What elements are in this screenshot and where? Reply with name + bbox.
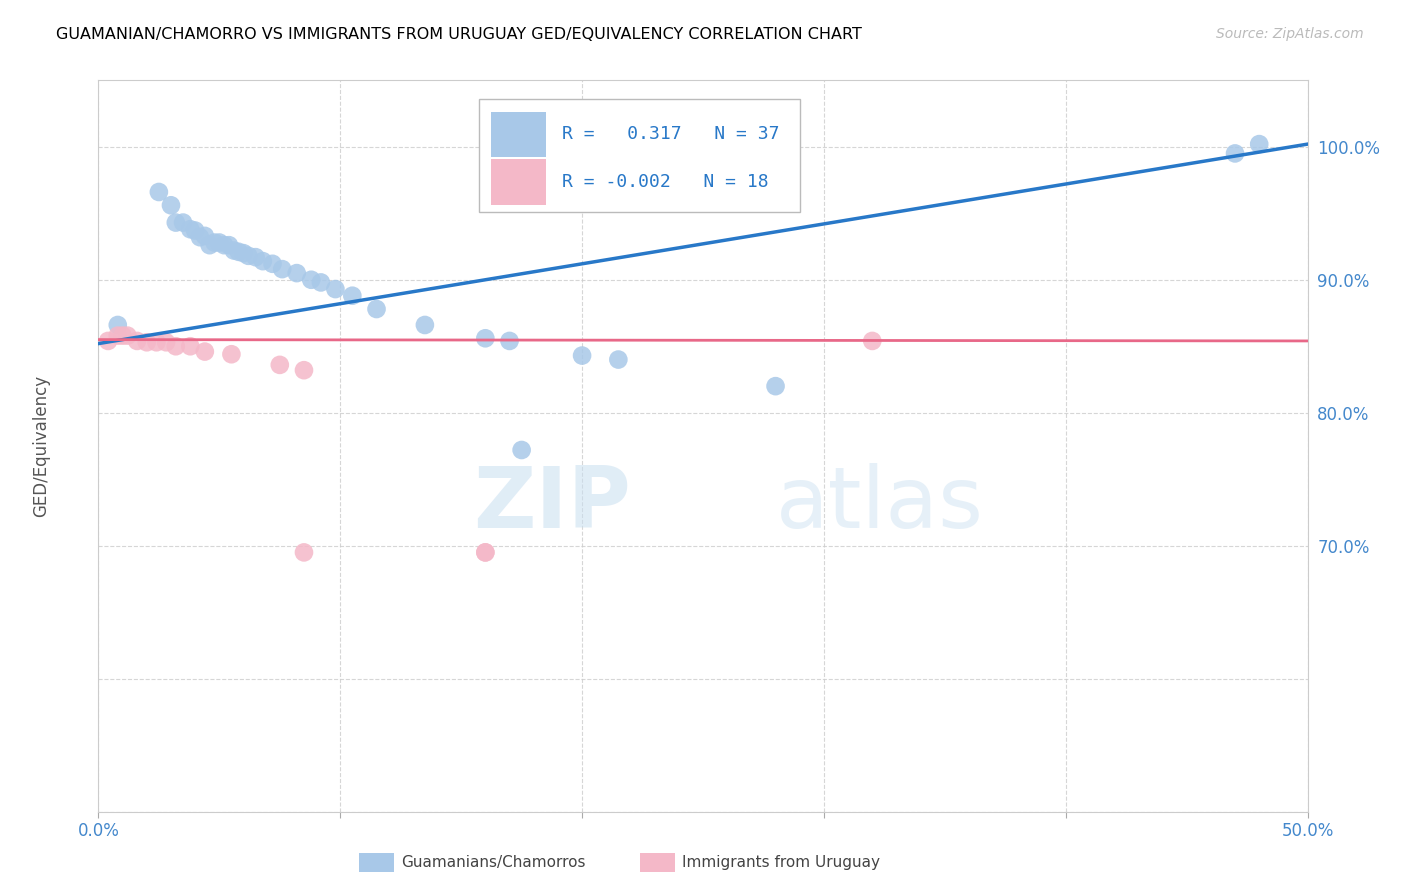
FancyBboxPatch shape [479,99,800,212]
Text: R =   0.317   N = 37: R = 0.317 N = 37 [561,126,779,144]
Point [262,257,284,271]
Point [165,216,187,230]
Point [1223,146,1246,161]
Point [269,358,291,372]
Point [97,334,120,348]
Text: ZIP: ZIP [472,463,630,546]
Point [309,276,332,290]
Point [238,249,260,263]
Point [474,545,496,559]
Point [510,442,533,457]
Point [127,334,149,348]
Point [208,235,231,250]
Point [212,238,235,252]
Y-axis label: GED/Equivalency: GED/Equivalency [32,375,51,517]
Point [252,254,274,268]
Point [245,250,267,264]
Text: R = -0.002   N = 18: R = -0.002 N = 18 [561,173,768,191]
Text: atlas: atlas [776,463,984,546]
Point [135,335,157,350]
Point [232,246,254,260]
Bar [492,112,546,157]
Point [165,339,187,353]
Point [860,334,883,348]
Point [1249,137,1271,152]
Point [607,352,630,367]
Point [145,335,167,350]
Point [292,545,315,559]
Point [204,235,226,250]
Text: GUAMANIAN/CHAMORRO VS IMMIGRANTS FROM URUGUAY GED/EQUIVALENCY CORRELATION CHART: GUAMANIAN/CHAMORRO VS IMMIGRANTS FROM UR… [56,27,862,42]
Text: Guamanians/Chamorros: Guamanians/Chamorros [401,855,585,870]
Point [107,318,129,332]
Point [271,262,294,277]
Point [179,339,201,353]
Point [155,335,177,350]
Point [228,244,250,259]
Point [172,216,194,230]
Point [194,344,217,359]
Point [285,266,308,280]
Point [292,363,315,377]
Text: Source: ZipAtlas.com: Source: ZipAtlas.com [1216,27,1364,41]
Point [474,331,496,345]
Point [571,349,593,363]
Point [198,238,221,252]
Point [498,334,520,348]
Point [366,301,388,316]
Point [342,289,364,303]
Point [765,379,787,393]
Point [194,228,217,243]
Text: Immigrants from Uruguay: Immigrants from Uruguay [682,855,880,870]
Point [184,223,207,237]
Point [222,244,245,258]
Point [474,545,496,559]
Point [221,347,243,361]
Point [148,185,170,199]
Point [160,198,183,212]
Point [299,273,322,287]
Bar [492,160,546,204]
Point [107,328,129,343]
Point [188,230,211,244]
Point [413,318,436,332]
Point [218,238,240,252]
Point [117,328,139,343]
Point [111,328,134,343]
Point [325,282,347,296]
Point [179,222,201,236]
